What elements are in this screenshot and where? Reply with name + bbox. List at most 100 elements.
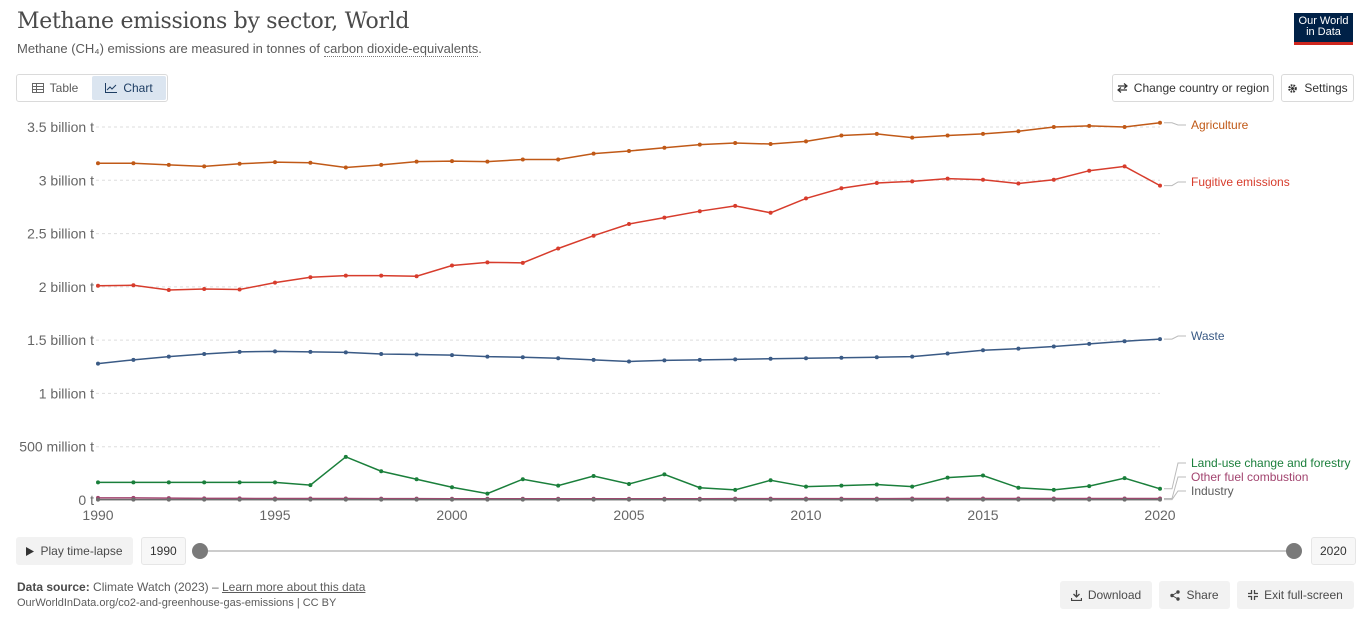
data-point[interactable] [627,482,631,487]
data-point[interactable] [874,482,879,487]
data-point[interactable] [343,273,348,278]
data-point[interactable] [662,497,667,502]
data-point[interactable] [1016,485,1021,490]
data-point[interactable] [768,478,773,483]
data-point[interactable] [166,162,171,167]
data-point[interactable] [981,348,985,353]
data-point[interactable] [662,358,667,363]
data-point[interactable] [874,355,879,360]
data-point[interactable] [768,356,773,361]
end-year-box[interactable]: 2020 [1311,537,1356,565]
data-point[interactable] [485,260,490,265]
data-point[interactable] [945,176,950,181]
data-point[interactable] [697,142,702,147]
data-point[interactable] [591,233,596,238]
series-label[interactable]: Waste [1191,329,1225,343]
data-point[interactable] [804,484,808,489]
data-point[interactable] [1122,497,1127,502]
series-fugitive-emissions[interactable] [96,164,1162,293]
data-point[interactable] [910,135,915,140]
data-point[interactable] [520,157,525,162]
data-point[interactable] [202,286,207,291]
data-point[interactable] [308,349,313,354]
data-point[interactable] [1122,125,1127,129]
data-point[interactable] [733,487,738,492]
data-point[interactable] [697,485,702,490]
data-point[interactable] [945,351,950,356]
data-point[interactable] [1051,125,1056,129]
data-point[interactable] [414,159,419,164]
data-point[interactable] [379,497,384,502]
data-point[interactable] [697,209,702,214]
data-point[interactable] [131,357,136,362]
data-point[interactable] [839,186,844,191]
data-point[interactable] [945,497,950,502]
data-point[interactable] [1087,168,1092,173]
settings-button[interactable]: Settings [1281,74,1354,102]
data-point[interactable] [485,354,490,359]
series-industry[interactable] [96,497,1162,502]
data-point[interactable] [131,283,136,288]
data-point[interactable] [166,354,171,359]
data-point[interactable] [379,273,384,278]
data-point[interactable] [131,480,136,485]
data-point[interactable] [981,177,985,182]
data-point[interactable] [450,485,454,490]
data-point[interactable] [1016,129,1021,134]
data-point[interactable] [414,477,419,482]
data-point[interactable] [733,497,738,502]
data-point[interactable] [343,454,348,459]
data-point[interactable] [874,497,879,502]
data-point[interactable] [308,160,313,165]
data-point[interactable] [591,357,596,362]
data-point[interactable] [1051,177,1056,182]
series-label[interactable]: Fugitive emissions [1191,175,1290,189]
data-point[interactable] [166,288,171,293]
data-point[interactable] [981,131,985,136]
data-point[interactable] [273,349,277,354]
data-point[interactable] [945,475,950,480]
data-point[interactable] [343,165,348,170]
data-point[interactable] [627,221,631,226]
data-point[interactable] [1122,339,1127,344]
share-button[interactable]: Share [1159,581,1230,609]
data-point[interactable] [308,497,313,502]
series-label[interactable]: Agriculture [1191,118,1249,132]
series-label[interactable]: Land-use change and forestry [1191,456,1350,470]
data-point[interactable] [910,179,915,184]
data-point[interactable] [485,159,490,164]
data-point[interactable] [414,352,419,357]
end-year-handle[interactable] [1286,543,1302,559]
data-point[interactable] [662,215,667,220]
data-point[interactable] [450,353,454,358]
play-timelapse-button[interactable]: Play time-lapse [16,537,133,565]
data-point[interactable] [308,483,313,488]
data-point[interactable] [1051,344,1056,349]
data-point[interactable] [1158,497,1162,502]
data-point[interactable] [804,497,808,502]
data-point[interactable] [1122,164,1127,169]
data-point[interactable] [1087,123,1092,128]
data-point[interactable] [237,287,242,292]
data-point[interactable] [733,140,738,145]
data-point[interactable] [556,246,561,251]
data-point[interactable] [343,350,348,355]
data-point[interactable] [485,497,490,502]
data-point[interactable] [768,497,773,502]
change-country-button[interactable]: Change country or region [1112,74,1274,102]
data-point[interactable] [627,497,631,502]
data-point[interactable] [308,275,313,280]
data-point[interactable] [591,474,596,479]
data-point[interactable] [237,349,242,354]
data-point[interactable] [131,497,136,502]
data-point[interactable] [981,497,985,502]
data-point[interactable] [1158,486,1162,491]
data-point[interactable] [697,497,702,502]
data-point[interactable] [1016,497,1021,502]
data-point[interactable] [450,159,454,164]
data-point[interactable] [556,356,561,361]
data-point[interactable] [662,472,667,477]
series-label[interactable]: Industry [1191,484,1234,498]
series-waste[interactable] [96,337,1162,366]
subtitle-link[interactable]: carbon dioxide-equivalents [323,41,479,57]
